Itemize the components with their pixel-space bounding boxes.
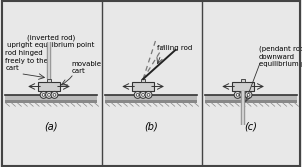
Circle shape [147,94,150,96]
Bar [38,81,60,91]
Circle shape [46,91,53,98]
Circle shape [247,94,250,96]
Circle shape [245,91,252,98]
Circle shape [239,91,246,98]
Circle shape [42,94,45,96]
Text: rod hinged
freely to the
cart: rod hinged freely to the cart [5,50,48,71]
Circle shape [53,94,56,96]
Circle shape [140,91,146,98]
Bar [205,100,297,103]
Bar [5,100,97,103]
Text: (c): (c) [245,122,257,132]
Text: (a): (a) [44,122,58,132]
Text: (b): (b) [144,122,158,132]
Circle shape [51,91,58,98]
Circle shape [136,94,139,96]
Bar [132,81,154,91]
Circle shape [145,91,152,98]
Text: (inverted rod)
upright equilibrium point: (inverted rod) upright equilibrium point [7,35,95,48]
Circle shape [134,91,141,98]
Circle shape [242,94,244,96]
Bar [105,95,197,101]
Bar [47,79,51,81]
Bar [205,95,297,101]
Circle shape [234,91,241,98]
Circle shape [48,94,50,96]
Bar [141,79,145,81]
Circle shape [142,94,144,96]
Bar [241,79,245,81]
Bar [5,95,97,101]
Text: falling rod: falling rod [157,45,192,51]
Circle shape [236,94,239,96]
Bar [105,100,197,103]
Circle shape [40,91,47,98]
Text: movable
cart: movable cart [72,61,102,74]
Text: (pendant rod)
downward
equilibrium point: (pendant rod) downward equilibrium point [259,46,302,67]
Bar [232,81,254,91]
